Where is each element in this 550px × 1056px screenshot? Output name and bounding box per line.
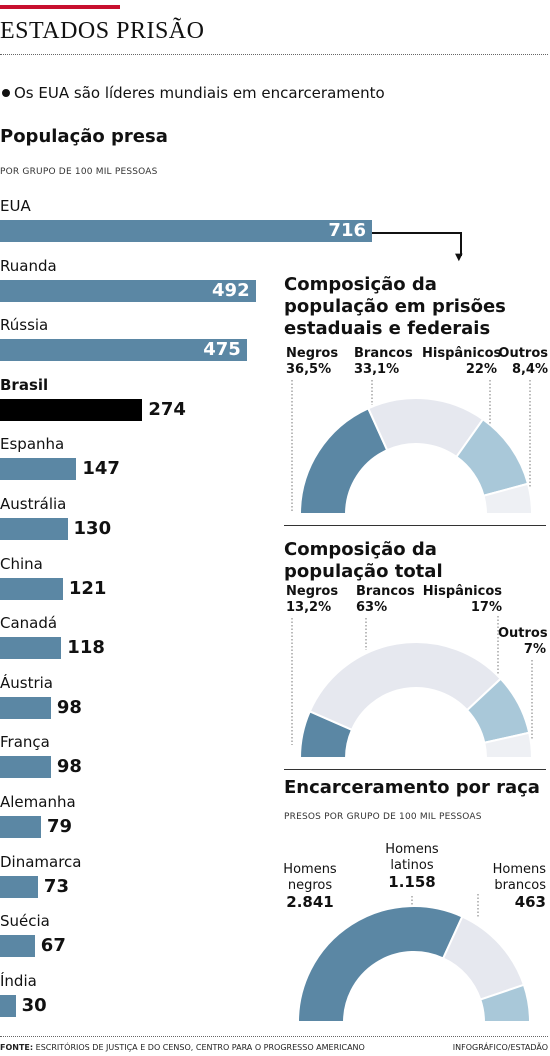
donut2-slice-1: [308, 641, 503, 732]
bar-label-7: Canadá: [0, 614, 58, 633]
donut3-label-brancos: Homens brancos 463: [492, 862, 546, 911]
donut3-label-negros: Homens negros 2.841: [283, 862, 337, 911]
donut1-label-outros: Outros 8,4%: [498, 346, 548, 377]
bar-value-13: 30: [21, 994, 47, 1016]
bar-value-3: 274: [148, 398, 186, 420]
bar-label-13: Índia: [0, 971, 37, 990]
donut1-slice-3: [482, 482, 534, 515]
source: FONTE: ESCRITÓRIOS DE JUSTIÇA E DO CENSO…: [0, 1043, 365, 1052]
donut2-label-negros: Negros 13,2%: [286, 584, 339, 615]
donut1-slice-0: [298, 406, 389, 515]
bar-6: [0, 577, 63, 600]
bar-value-4: 147: [82, 458, 120, 480]
donut-prison: [291, 380, 534, 918]
page-title: ESTADOS PRISÃO: [0, 18, 205, 44]
bar-label-1: Ruanda: [0, 256, 57, 275]
bar-9: [0, 756, 51, 779]
bar-7: [0, 637, 62, 660]
donut3-label-latinos: Homens latinos 1.158: [385, 842, 439, 891]
bar-label-5: Austrália: [0, 495, 67, 513]
donut2-slice-3: [483, 731, 534, 759]
donut2-title: Composição da população total: [284, 539, 443, 582]
donut1-label-hispanicos: Hispânicos 22%: [422, 346, 502, 377]
donut2-label-brancos: Brancos 63%: [356, 584, 415, 615]
bar-label-8: Áustria: [0, 673, 53, 692]
bar-4: [0, 458, 77, 481]
bar-label-4: Espanha: [0, 435, 65, 454]
divider: [284, 525, 546, 526]
donut-population: [298, 641, 534, 759]
bar-value-11: 73: [43, 875, 69, 897]
bar-value-8: 98: [56, 696, 82, 718]
donut1-title: Composição da população em prisões estad…: [284, 274, 506, 339]
bar-0: [0, 220, 372, 242]
bar-label-11: Dinamarca: [0, 852, 82, 871]
donut3-title: Encarceramento por raça: [284, 777, 540, 798]
bar-1: [0, 279, 256, 302]
bar-13: [0, 994, 16, 1017]
title-divider: [0, 54, 548, 55]
bar-11: [0, 875, 38, 898]
donut2-label-hispanicos: Hispânicos 17%: [422, 584, 502, 615]
credit: INFOGRÁFICO/ESTADÃO: [452, 1043, 548, 1052]
connector-line-down: [460, 232, 462, 256]
bar-value-7: 118: [67, 637, 105, 659]
bar-label-9: França: [0, 733, 50, 752]
bar-value-12: 67: [40, 935, 66, 957]
connector-line: [372, 232, 462, 234]
donut1-label-brancos: Brancos 33,1%: [354, 346, 413, 377]
bar-2: [0, 339, 247, 362]
bullet-icon: [2, 89, 10, 97]
bar-label-10: Alemanha: [0, 793, 76, 811]
donut3-slice-2: [479, 983, 532, 1023]
donut1-label-negros: Negros 36,5%: [286, 346, 339, 377]
bar-8: [0, 696, 51, 719]
bar-chart-title: População presa: [0, 126, 168, 147]
accent-bar: [0, 5, 120, 9]
bar-value-5: 130: [73, 518, 112, 539]
bar-value-6: 121: [68, 577, 107, 599]
donut2-label-outros: Outros 7%: [498, 626, 548, 657]
bar-5: [0, 518, 68, 540]
arrow-down-icon: ▼: [455, 252, 463, 263]
bar-3: [0, 398, 143, 421]
donut-race: [296, 905, 532, 1023]
bar-label-3: Brasil: [0, 375, 49, 394]
footer-divider: [0, 1036, 548, 1037]
bar-value-9: 98: [56, 756, 82, 778]
donut3-slice-0: [296, 905, 464, 1023]
bar-10: [0, 816, 42, 838]
divider: [284, 769, 546, 770]
bar-12: [0, 935, 35, 958]
bar-label-2: Rússia: [0, 316, 49, 335]
bar-value-1: 492: [212, 279, 250, 301]
bar-label-6: China: [0, 554, 43, 573]
donut3-subtitle: PRESOS POR GRUPO DE 100 MIL PESSOAS: [284, 812, 482, 822]
page-subtitle: Os EUA são líderes mundiais em encarcera…: [2, 84, 385, 102]
bar-value-10: 79: [47, 816, 73, 837]
bar-label-0: EUA: [0, 197, 31, 215]
bar-value-2: 475: [203, 339, 241, 361]
bar-chart-subtitle: POR GRUPO DE 100 MIL PESSOAS: [0, 167, 158, 177]
bar-label-12: Suécia: [0, 912, 50, 931]
bar-value-0: 716: [328, 220, 366, 241]
